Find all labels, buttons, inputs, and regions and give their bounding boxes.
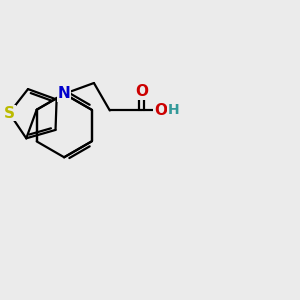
Text: N: N (58, 86, 70, 101)
Text: H: H (168, 103, 180, 118)
Text: O: O (135, 84, 148, 99)
Text: S: S (4, 106, 15, 121)
Text: O: O (154, 103, 167, 118)
